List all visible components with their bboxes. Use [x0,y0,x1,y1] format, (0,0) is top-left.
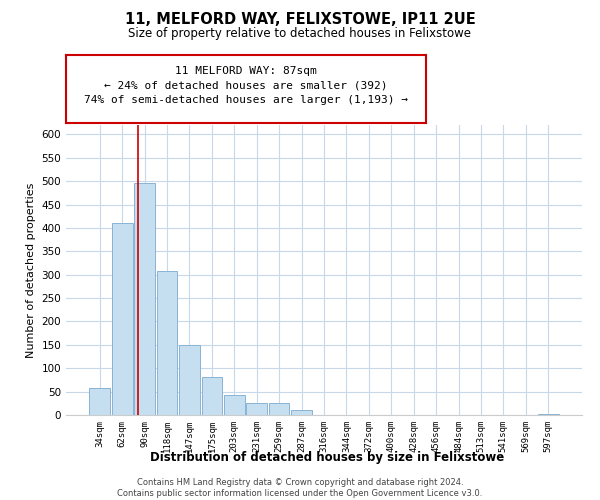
Bar [157,272,178,415]
Bar [202,376,222,415]
Bar [538,414,559,415]
Bar [269,404,289,415]
Bar [291,410,312,415]
Bar [134,184,155,415]
Text: Contains HM Land Registry data © Crown copyright and database right 2024.
Contai: Contains HM Land Registry data © Crown c… [118,478,482,498]
Text: 11, MELFORD WAY, FELIXSTOWE, IP11 2UE: 11, MELFORD WAY, FELIXSTOWE, IP11 2UE [125,12,475,28]
Y-axis label: Number of detached properties: Number of detached properties [26,182,36,358]
Bar [247,404,267,415]
Bar [112,223,133,415]
Bar [179,345,200,415]
Bar [89,388,110,415]
Bar [224,395,245,415]
Text: 11 MELFORD WAY: 87sqm
← 24% of detached houses are smaller (392)
74% of semi-det: 11 MELFORD WAY: 87sqm ← 24% of detached … [84,66,408,105]
Text: Size of property relative to detached houses in Felixstowe: Size of property relative to detached ho… [128,28,472,40]
Text: Distribution of detached houses by size in Felixstowe: Distribution of detached houses by size … [150,451,504,464]
